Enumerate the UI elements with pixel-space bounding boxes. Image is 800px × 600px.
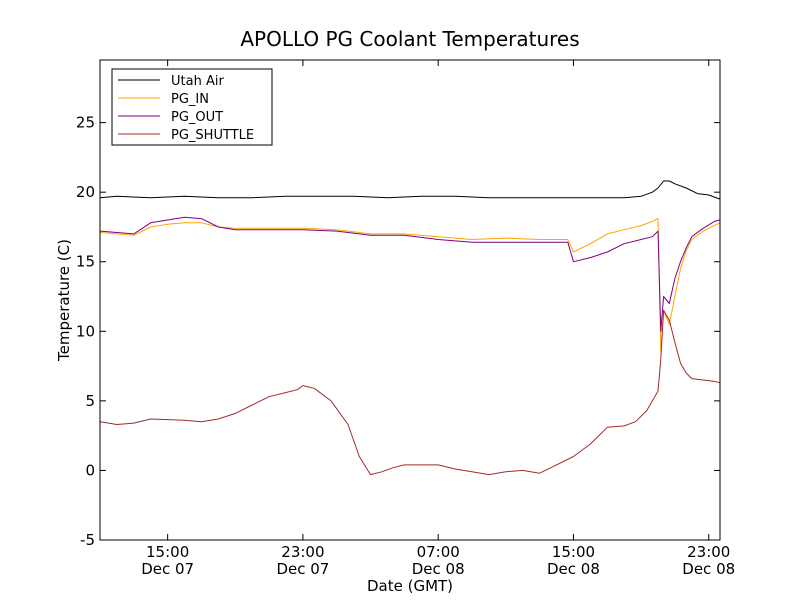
x-tick-date-label: Dec 07 (276, 560, 329, 578)
x-tick-time-label: 15:00 (146, 543, 189, 561)
x-tick-time-label: 23:00 (281, 543, 324, 561)
x-tick-date-label: Dec 08 (547, 560, 600, 578)
x-tick-date-label: Dec 08 (682, 560, 735, 578)
y-axis-ticks: -5 0 5 10 15 20 25 (76, 114, 720, 549)
x-tick-time-label: 23:00 (687, 543, 730, 561)
series-line-pg-shuttle (99, 309, 721, 476)
x-tick-date-label: Dec 08 (412, 560, 465, 578)
y-tick-label: 0 (85, 461, 95, 479)
y-axis-label: Temperature (C) (55, 239, 73, 362)
x-tick-date-label: Dec 07 (141, 560, 194, 578)
chart-title: APOLLO PG Coolant Temperatures (240, 27, 579, 51)
x-tick-time-label: 07:00 (417, 543, 460, 561)
y-tick-label: 5 (85, 392, 95, 410)
legend: Utah Air PG_IN PG_OUT PG_SHUTTLE (111, 68, 273, 146)
y-tick-label: 25 (76, 114, 95, 132)
legend-label: PG_OUT (171, 110, 223, 125)
plot-lines (99, 180, 721, 476)
y-tick-label: -5 (80, 531, 95, 549)
plot-frame (99, 59, 721, 541)
series-line-utah-air (99, 180, 721, 200)
legend-label: PG_IN (171, 92, 209, 107)
series-line-pg-in (99, 218, 721, 353)
legend-box (111, 68, 273, 146)
series-line-pg-out (99, 216, 721, 332)
x-axis-label: Date (GMT) (367, 577, 453, 595)
y-tick-label: 20 (76, 183, 95, 201)
legend-label: PG_SHUTTLE (171, 128, 254, 143)
y-tick-label: 15 (76, 253, 95, 271)
legend-label: Utah Air (171, 74, 224, 89)
x-tick-time-label: 15:00 (552, 543, 595, 561)
y-tick-label: 10 (76, 322, 95, 340)
